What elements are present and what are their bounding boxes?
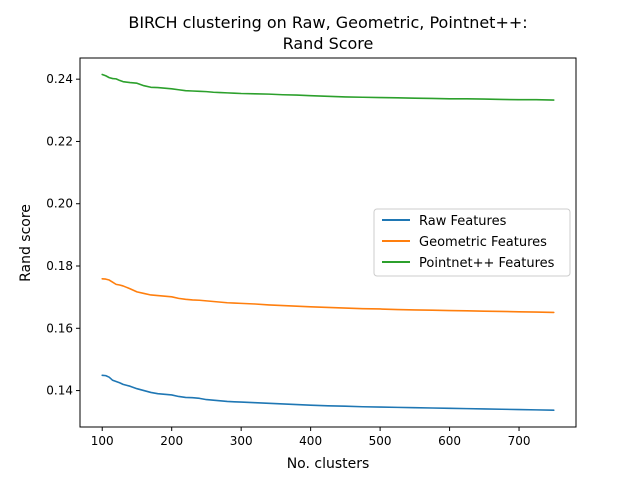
plot-frame (79, 57, 577, 428)
legend-label-geometric-features: Geometric Features (419, 235, 547, 250)
y-tick-label: 0.14 (46, 384, 73, 398)
x-tick-label: 100 (91, 434, 114, 448)
x-axis: 100 200 300 400 500 600 700 (91, 427, 531, 448)
y-tick-label: 0.20 (46, 197, 73, 211)
x-axis-label: No. clusters (287, 456, 370, 472)
y-axis: 0.14 0.16 0.18 0.20 0.22 0.24 (46, 72, 80, 398)
x-tick-label: 400 (299, 434, 322, 448)
geometric-features-line (101, 277, 555, 314)
legend-box (373, 208, 571, 277)
y-tick-label: 0.24 (46, 72, 73, 86)
x-tick-label: 300 (230, 434, 253, 448)
chart-title-line-1: BIRCH clustering on Raw, Geometric, Poin… (128, 13, 527, 32)
series-layer (101, 73, 555, 411)
x-tick-label: 700 (508, 434, 531, 448)
y-axis-label: Rand score (18, 204, 34, 282)
raw-features-line (101, 374, 555, 411)
x-tick-label: 200 (160, 434, 183, 448)
y-tick-label: 0.16 (46, 321, 73, 335)
legend-label-pointnet-features: Pointnet++ Features (419, 256, 555, 271)
pointnet-features-line (101, 73, 555, 101)
y-tick-label: 0.22 (46, 134, 73, 148)
x-tick-label: 500 (369, 434, 392, 448)
legend-label-raw-features: Raw Features (419, 214, 507, 229)
legend: Raw Features Geometric Features Pointnet… (373, 208, 571, 277)
chart-title-line-2: Rand Score (283, 34, 374, 53)
y-tick-label: 0.18 (46, 259, 73, 273)
x-tick-label: 600 (438, 434, 461, 448)
